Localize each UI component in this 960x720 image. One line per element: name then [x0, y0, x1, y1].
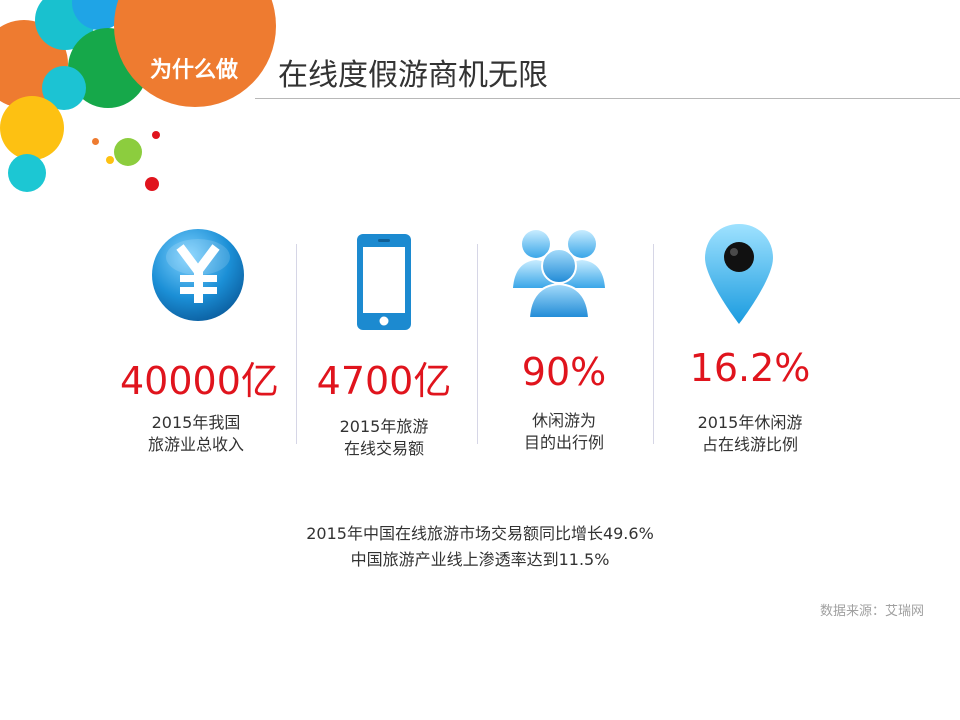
deco-dot-lime: [114, 138, 142, 166]
column-divider-1: [296, 244, 297, 444]
deco-circle-teal-bottom: [8, 154, 46, 192]
page-title: 在线度假游商机无限: [278, 58, 548, 93]
stat-label-leisure-share: 休闲游为 目的出行例: [488, 410, 640, 454]
deco-dot-red: [145, 177, 159, 191]
stat-label-leisure-online: 2015年休闲游 占在线游比例: [672, 412, 828, 456]
stat-label-line: 休闲游为: [531, 411, 596, 430]
yen-coin-icon: [150, 227, 246, 323]
stat-value-leisure-online: 16.2%: [689, 346, 811, 390]
summary-line: 中国旅游产业线上渗透率达到11.5%: [350, 550, 610, 569]
deco-circle-yellow: [0, 96, 64, 160]
summary-text: 2015年中国在线旅游市场交易额同比增长49.6% 中国旅游产业线上渗透率达到1…: [0, 521, 960, 573]
stat-label-online-volume: 2015年旅游 在线交易额: [306, 416, 462, 460]
stat-label-line: 在线交易额: [343, 439, 424, 458]
stat-label-line: 占在线游比例: [701, 435, 798, 454]
deco-dot-red-small: [152, 131, 160, 139]
summary-line: 2015年中国在线旅游市场交易额同比增长49.6%: [306, 524, 654, 543]
deco-dot-orange-small: [92, 138, 99, 145]
stat-label-line: 2015年休闲游: [697, 413, 803, 432]
data-source: 数据来源：艾瑞网: [819, 604, 924, 619]
stat-label-line: 2015年旅游: [339, 417, 429, 436]
column-divider-3: [653, 244, 654, 444]
column-divider-2: [477, 244, 478, 444]
stat-label-line: 旅游业总收入: [147, 435, 244, 454]
title-divider: [255, 98, 960, 99]
stat-value-leisure-share: 90%: [521, 350, 607, 394]
stat-label-line: 目的出行例: [523, 433, 604, 452]
people-group-icon: [509, 222, 609, 322]
stat-value-online-volume: 4700亿: [316, 359, 452, 403]
stat-value-revenue: 40000亿: [120, 359, 279, 403]
stat-label-revenue: 2015年我国 旅游业总收入: [120, 412, 272, 456]
map-pin-icon: [703, 222, 775, 326]
stat-label-line: 2015年我国: [151, 413, 241, 432]
smartphone-icon: [356, 233, 412, 331]
section-tag: 为什么做: [150, 58, 239, 83]
deco-dot-yellow-small: [106, 156, 114, 164]
